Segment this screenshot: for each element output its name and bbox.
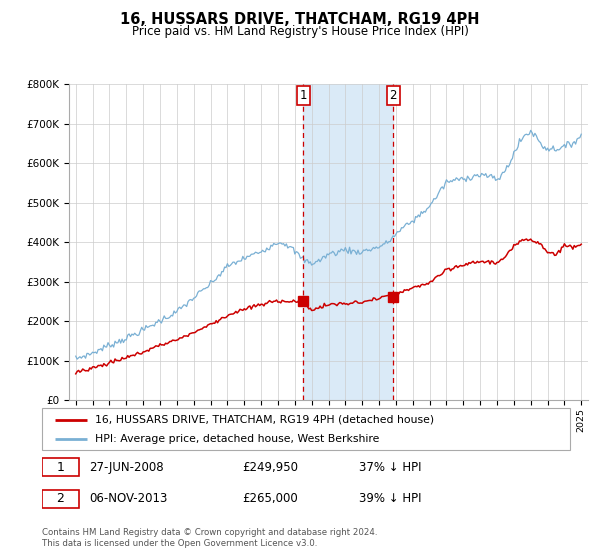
Text: Price paid vs. HM Land Registry's House Price Index (HPI): Price paid vs. HM Land Registry's House …: [131, 25, 469, 38]
Text: 37% ↓ HPI: 37% ↓ HPI: [359, 461, 421, 474]
Text: 2: 2: [56, 492, 64, 505]
Text: HPI: Average price, detached house, West Berkshire: HPI: Average price, detached house, West…: [95, 434, 379, 444]
Text: 1: 1: [56, 461, 64, 474]
Text: Contains HM Land Registry data © Crown copyright and database right 2024.: Contains HM Land Registry data © Crown c…: [42, 528, 377, 536]
Text: 1: 1: [299, 88, 307, 102]
Text: £249,950: £249,950: [242, 461, 299, 474]
FancyBboxPatch shape: [42, 490, 79, 508]
Text: This data is licensed under the Open Government Licence v3.0.: This data is licensed under the Open Gov…: [42, 539, 317, 548]
Text: 06-NOV-2013: 06-NOV-2013: [89, 492, 168, 505]
Text: £265,000: £265,000: [242, 492, 298, 505]
Text: 39% ↓ HPI: 39% ↓ HPI: [359, 492, 421, 505]
FancyBboxPatch shape: [42, 458, 79, 476]
Text: 16, HUSSARS DRIVE, THATCHAM, RG19 4PH: 16, HUSSARS DRIVE, THATCHAM, RG19 4PH: [120, 12, 480, 27]
Bar: [303, 84, 393, 400]
FancyBboxPatch shape: [42, 408, 570, 450]
Text: 16, HUSSARS DRIVE, THATCHAM, RG19 4PH (detached house): 16, HUSSARS DRIVE, THATCHAM, RG19 4PH (d…: [95, 414, 434, 424]
Text: 2: 2: [389, 88, 397, 102]
Text: 27-JUN-2008: 27-JUN-2008: [89, 461, 164, 474]
